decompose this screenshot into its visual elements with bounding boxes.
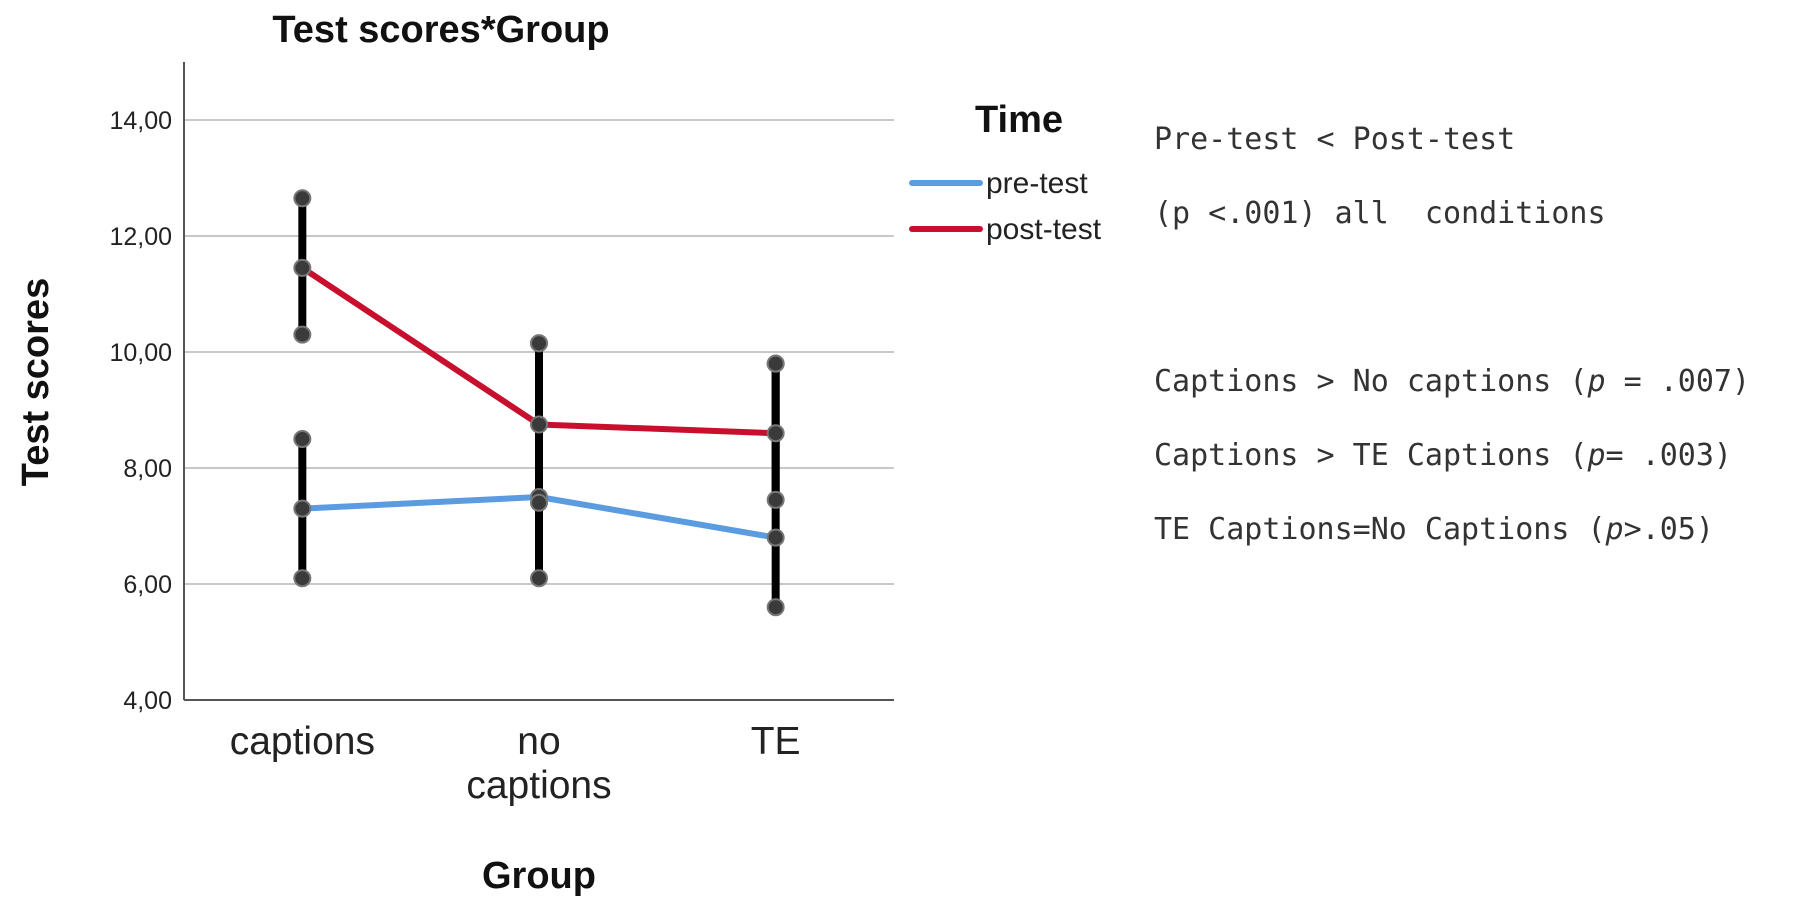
error-bar-cap xyxy=(293,569,312,588)
note-captions-vs-no-captions: Captions > No captions (p = .007) xyxy=(1154,364,1750,399)
y-tick-labels: 4,00 6,00 8,00 10,00 12,00 14,00 xyxy=(109,107,172,715)
note-te-vs-no-captions: TE Captions=No Captions (p>.05) xyxy=(1154,512,1714,547)
x-category-label: captions xyxy=(230,720,375,763)
note-all-conditions: (p <.001) all conditions xyxy=(1154,196,1606,231)
error-bar-cap xyxy=(530,334,548,353)
note-text: Captions > TE Captions ( xyxy=(1154,438,1588,473)
error-bar-cap xyxy=(293,189,312,208)
x-category-label: no xyxy=(517,720,560,763)
p-symbol: p xyxy=(1587,438,1606,473)
data-point xyxy=(293,499,312,518)
x-axis-title: Group xyxy=(482,855,596,897)
error-bar-cap xyxy=(293,430,312,448)
data-point xyxy=(530,415,548,434)
p-symbol: p xyxy=(1605,512,1624,547)
y-tick-label: 4,00 xyxy=(123,687,172,715)
error-bar-cap xyxy=(766,598,785,617)
y-tick-label: 10,00 xyxy=(109,339,172,367)
y-tick-label: 14,00 xyxy=(109,107,172,135)
y-tick-label: 6,00 xyxy=(123,571,172,599)
note-text: TE Captions=No Captions ( xyxy=(1154,512,1606,547)
error-bar-cap xyxy=(530,493,548,512)
error-bar-cap xyxy=(766,490,785,509)
y-axis-title: Test scores xyxy=(15,278,57,486)
note-text: = .007) xyxy=(1605,364,1751,399)
data-point xyxy=(293,258,312,277)
note-text: = .003) xyxy=(1605,438,1732,473)
p-symbol: p xyxy=(1587,364,1606,399)
y-tick-label: 8,00 xyxy=(123,455,172,483)
legend-title: Time xyxy=(975,99,1063,141)
data-point xyxy=(766,528,785,547)
y-tick-label: 12,00 xyxy=(109,223,172,251)
note-captions-vs-te: Captions > TE Captions (p= .003) xyxy=(1154,438,1732,473)
legend-label: pre-test xyxy=(986,167,1088,200)
note-pre-post: Pre-test < Post-test xyxy=(1154,122,1516,157)
error-bar-cap xyxy=(766,354,785,373)
chart-title: Test scores*Group xyxy=(272,9,609,51)
note-text: Captions > No captions ( xyxy=(1154,364,1588,399)
error-bars xyxy=(293,189,785,617)
x-category-label: TE xyxy=(751,720,801,763)
legend-label: post-test xyxy=(986,213,1102,246)
axes xyxy=(183,62,894,701)
error-bar-cap xyxy=(293,325,312,344)
x-category-label: captions xyxy=(466,764,611,807)
note-text: >.05) xyxy=(1623,512,1714,547)
data-point xyxy=(766,424,785,443)
error-bar-cap xyxy=(530,569,548,588)
legend: Time pre-test post-test xyxy=(909,99,1102,246)
